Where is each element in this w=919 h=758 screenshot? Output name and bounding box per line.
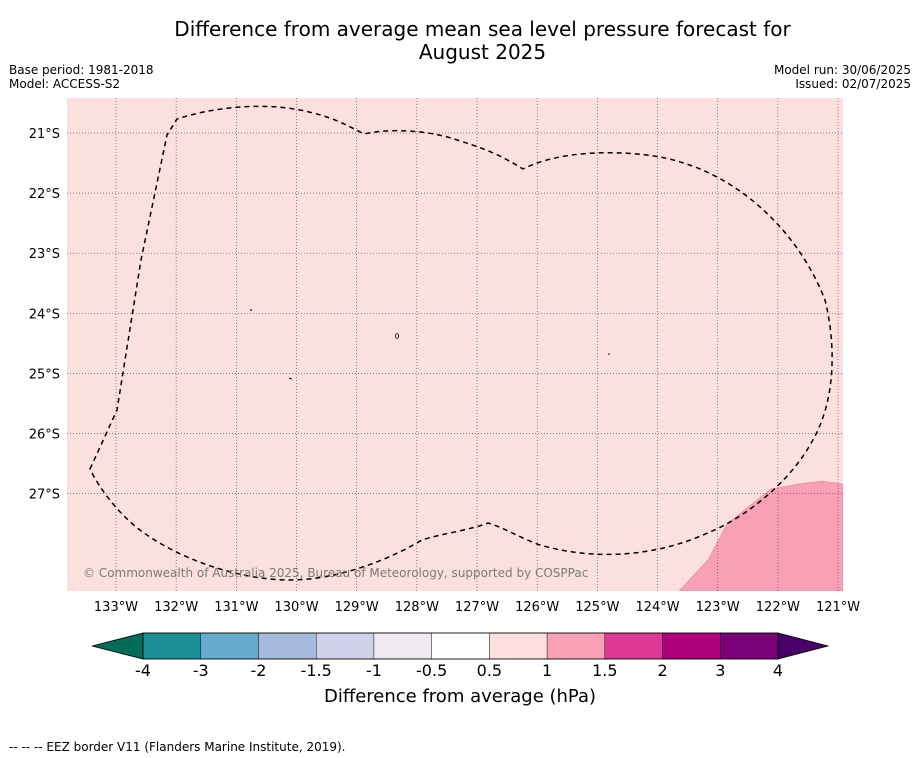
colorbar-frame <box>142 632 779 660</box>
map-figure: © Commonwealth of Australia 2025, Bureau… <box>29 98 860 680</box>
colorbar-swatch <box>200 632 259 660</box>
metadata-right: Model run: 30/06/2025 Issued: 02/07/2025 <box>774 63 911 91</box>
longitude-label: 127°W <box>455 600 499 615</box>
colorbar-swatch <box>489 632 548 660</box>
colorbar-swatch <box>546 632 606 660</box>
colorbar-tick-labels: -4 -3 -2 -1.5 -1 -0.5 0.5 1 1.5 2 3 4 <box>135 661 783 680</box>
colorbar-tick-label: 1.5 <box>592 661 617 680</box>
longitude-label: 126°W <box>515 600 559 615</box>
colorbar-tick-label: -3 <box>193 661 209 680</box>
title-line-2: August 2025 <box>418 40 547 64</box>
colorbar-over-arrow <box>777 632 830 660</box>
colorbar-tick-label: 2 <box>657 661 667 680</box>
longitude-label: 131°W <box>214 600 258 615</box>
colorbar-swatch <box>662 632 721 660</box>
longitude-label: 124°W <box>635 600 679 615</box>
colorbar-swatch <box>142 632 201 660</box>
longitude-labels: 133°W 132°W 131°W 130°W 129°W 128°W 127°W 126°W… <box>94 600 860 615</box>
latitude-label: 25°S <box>29 367 60 382</box>
latitude-label: 26°S <box>29 428 60 443</box>
latitude-labels: 21°S 22°S 23°S 24°S 25°S 26°S 27°S <box>29 127 60 503</box>
colorbar-tick-label: 4 <box>773 661 783 680</box>
colorbar-tick-label: -1.5 <box>301 661 332 680</box>
colorbar-tick-label: -2 <box>250 661 266 680</box>
island <box>394 333 399 339</box>
longitude-label: 130°W <box>274 600 318 615</box>
issued-date: Issued: 02/07/2025 <box>795 77 911 91</box>
colorbar-tick-label: 3 <box>715 661 725 680</box>
longitude-label: 133°W <box>94 600 138 615</box>
graticule <box>67 98 843 591</box>
colorbar-tick-label: -4 <box>135 661 151 680</box>
eez-border <box>89 105 833 581</box>
colorbar-tick-label: -1 <box>366 661 382 680</box>
colorbar-swatch <box>720 632 779 660</box>
longitude-label: 123°W <box>696 600 740 615</box>
colorbar-swatch <box>604 632 663 660</box>
model-run: Model run: 30/06/2025 <box>773 63 911 77</box>
island <box>608 353 610 355</box>
metadata-left: Base period: 1981-2018 Model: ACCESS-S2 <box>9 63 154 91</box>
map-background-anomaly <box>67 98 843 591</box>
island <box>250 309 252 311</box>
colorbar-swatch <box>258 632 317 660</box>
longitude-label: 129°W <box>335 600 379 615</box>
colorbar-swatch <box>315 632 375 660</box>
colorbar-tick-label: 1 <box>542 661 552 680</box>
chart-title: Difference from average mean sea level p… <box>120 18 845 64</box>
latitude-label: 24°S <box>29 307 60 322</box>
island <box>288 377 293 380</box>
islands <box>250 309 610 380</box>
longitude-label: 132°W <box>154 600 198 615</box>
colorbar-label: Difference from average (hPa) <box>323 686 597 707</box>
colorbar-tick-label: 0.5 <box>477 661 502 680</box>
latitude-label: 27°S <box>29 488 60 503</box>
latitude-label: 22°S <box>29 187 60 202</box>
longitude-label: 122°W <box>756 600 800 615</box>
colorbar-swatch <box>373 632 432 660</box>
colorbar-swatch <box>431 632 490 660</box>
title-line-1: Difference from average mean sea level p… <box>174 17 791 41</box>
longitude-label: 128°W <box>395 600 439 615</box>
model-name: Model: ACCESS-S2 <box>9 77 121 91</box>
longitude-label: 125°W <box>575 600 619 615</box>
base-period: Base period: 1981-2018 <box>9 63 154 77</box>
colorbar-under-arrow <box>91 632 144 660</box>
copyright-notice: © Commonwealth of Australia 2025, Bureau… <box>83 566 588 580</box>
longitude-label: 121°W <box>816 600 860 615</box>
colorbar <box>91 632 830 660</box>
eez-footnote: -- -- -- EEZ border V11 (Flanders Marine… <box>9 740 346 754</box>
latitude-label: 23°S <box>29 247 60 262</box>
colorbar-tick-label: -0.5 <box>416 661 447 680</box>
high-anomaly-region <box>678 480 843 591</box>
latitude-label: 21°S <box>29 127 60 142</box>
